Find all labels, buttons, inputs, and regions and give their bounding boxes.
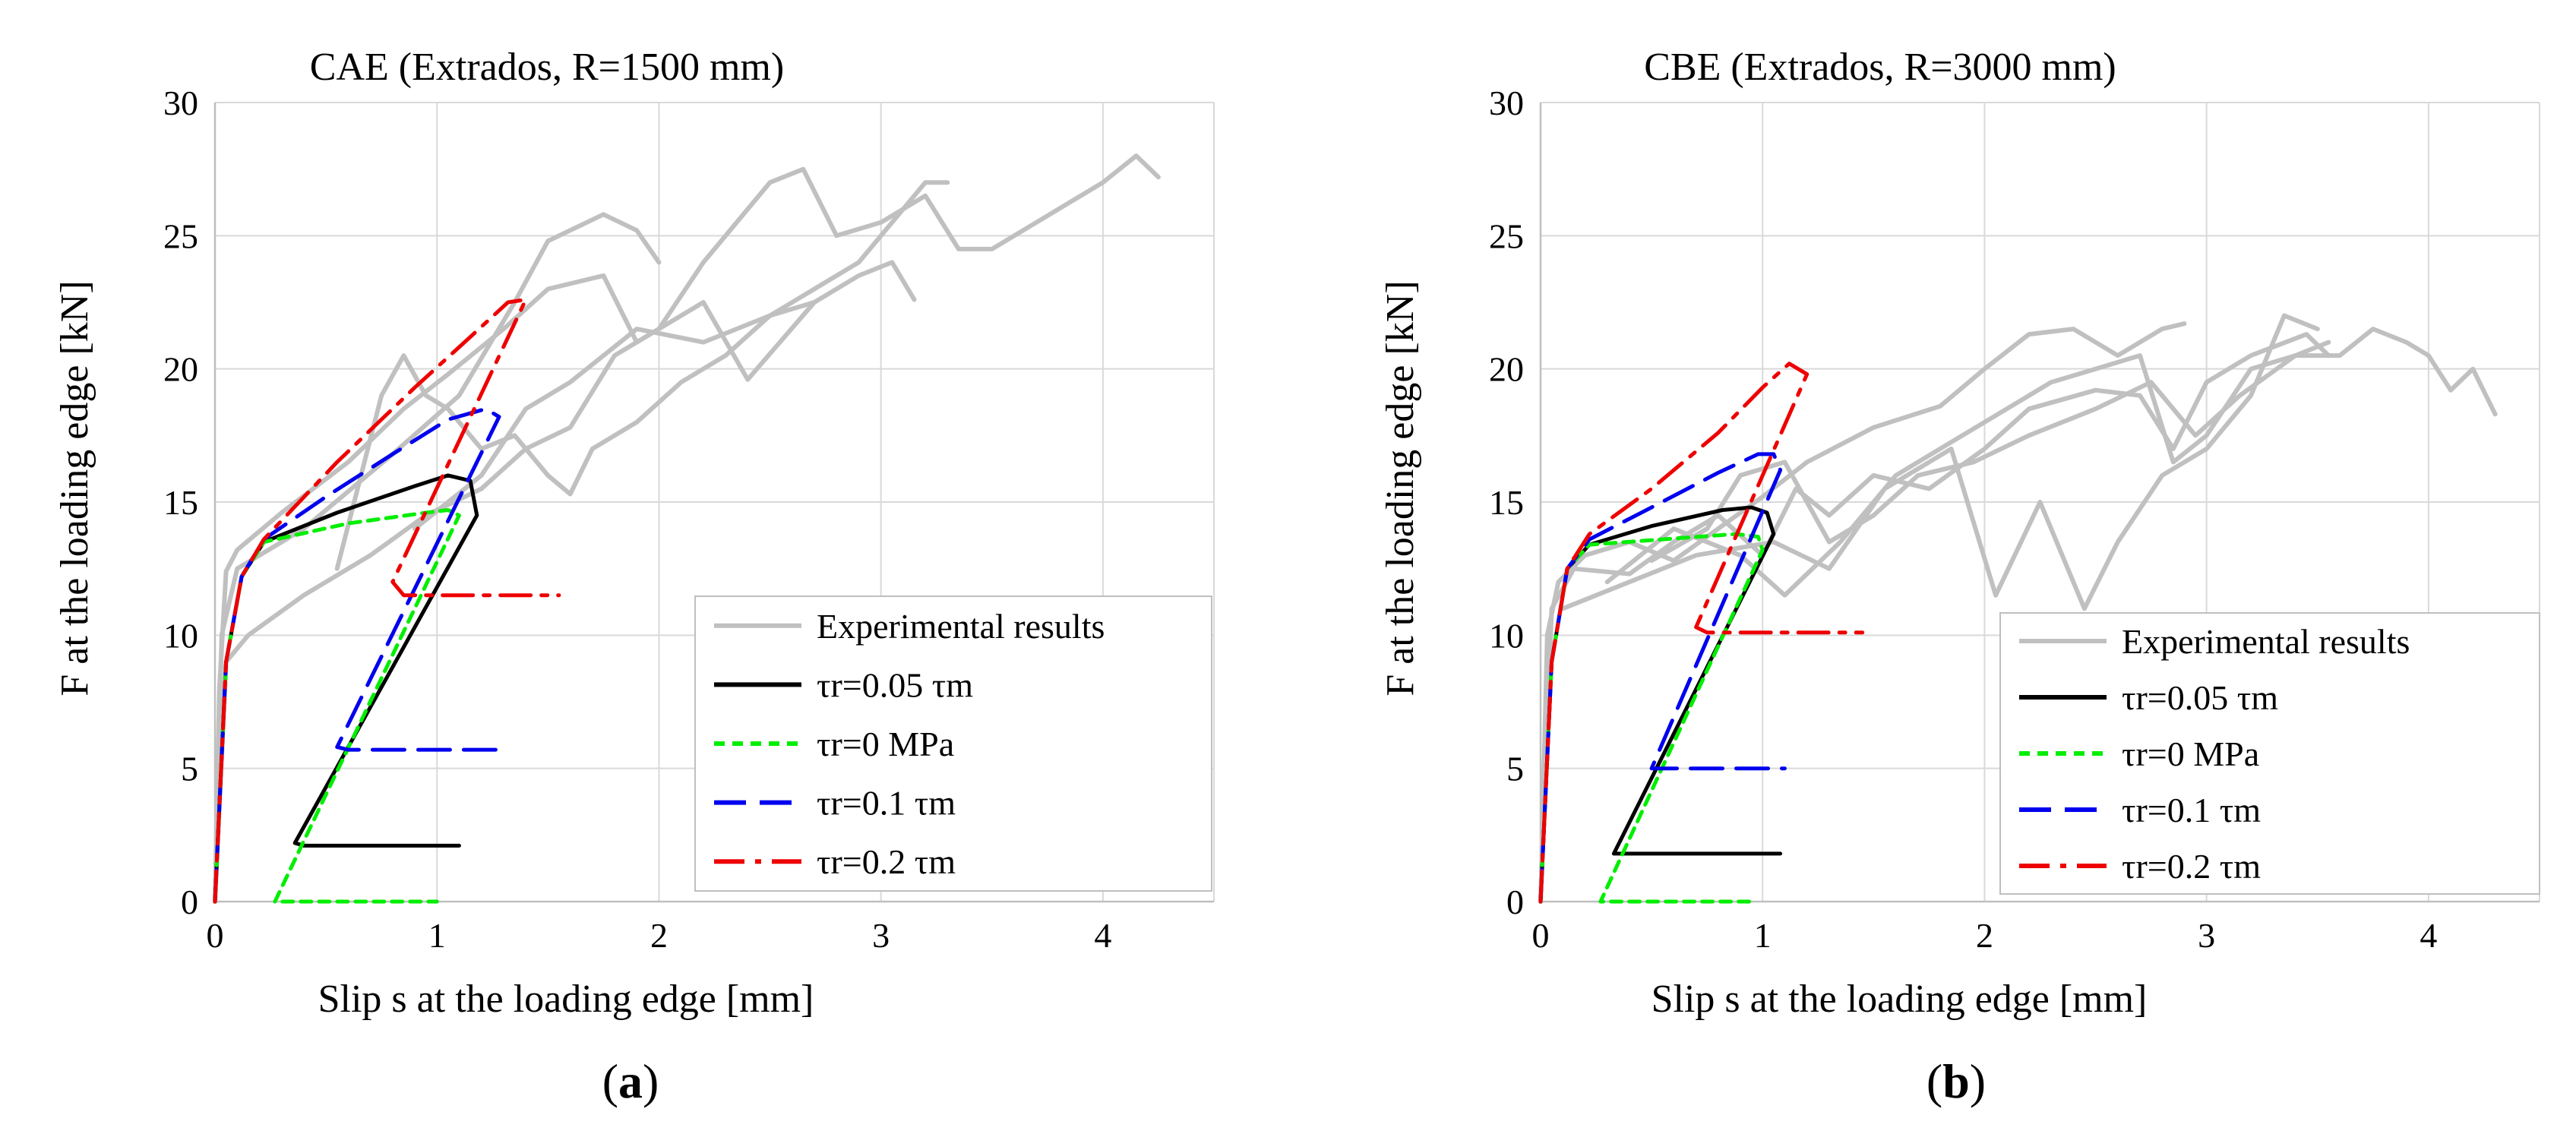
x-tick-label: 0 <box>207 916 224 955</box>
legend-label: τr=0 MPa <box>2122 734 2259 773</box>
x-tick-label: 1 <box>1754 916 1772 955</box>
plot-lines <box>213 153 1161 904</box>
legend-label: τr=0.2 τm <box>817 842 956 881</box>
plot-lines <box>1538 313 2498 904</box>
y-axis-label: F at the loading edge [kN] <box>1379 280 1422 696</box>
caption-letter: a <box>618 1054 643 1108</box>
legend-box <box>1999 612 2540 895</box>
legend-label: Experimental results <box>2122 622 2410 661</box>
y-tick-label: 30 <box>1489 84 1524 122</box>
x-tick-label: 1 <box>428 916 446 955</box>
legend-label: τr=0.05 τm <box>2122 678 2278 717</box>
experimental-curve <box>213 153 1161 904</box>
x-tick-label: 3 <box>2198 916 2215 955</box>
panel-caption: (a) <box>602 1054 659 1108</box>
experimental-curve <box>412 180 950 532</box>
caption-close-paren: ) <box>1970 1054 1986 1108</box>
tick-labels: 0 5 10 15 20 25 30 0 1 2 3 4 <box>163 84 1111 955</box>
y-tick-label: 0 <box>1506 883 1524 921</box>
caption-open-paren: ( <box>602 1054 618 1108</box>
y-tick-label: 10 <box>1489 616 1524 655</box>
x-tick-label: 4 <box>1094 916 1111 955</box>
model-curve <box>213 406 506 904</box>
caption-close-paren: ) <box>643 1054 659 1108</box>
chart-title: CBE (Extrados, R=3000 mm) <box>1644 46 2116 89</box>
x-axis-label: Slip s at the loading edge [mm] <box>318 978 814 1021</box>
model-curve <box>1538 452 1787 904</box>
model-curve <box>1538 532 1765 904</box>
experimental-curve <box>1538 332 2331 904</box>
x-tick-label: 2 <box>1976 916 1993 955</box>
experimental-curve <box>334 300 817 571</box>
x-tick-label: 4 <box>2420 916 2437 955</box>
chart-panel-a: CAE (Extrados, R=1500 mm) 0 5 10 15 20 25 30 0 1… <box>53 46 1215 1108</box>
chart-title: CAE (Extrados, R=1500 mm) <box>310 46 784 89</box>
y-tick-label: 5 <box>181 750 198 788</box>
experimental-curve <box>1560 313 2320 611</box>
y-tick-label: 5 <box>1506 750 1524 788</box>
legend-box <box>694 595 1212 892</box>
y-tick-label: 15 <box>163 483 198 522</box>
legend-label: τr=0.2 τm <box>2122 847 2261 886</box>
legend: Experimental results τr=0.05 τm τr=0 MPa τr… <box>694 595 1212 892</box>
y-tick-label: 25 <box>1489 216 1524 255</box>
legend-label: τr=0.05 τm <box>817 665 973 704</box>
y-tick-label: 20 <box>1489 350 1524 389</box>
x-axis-label: Slip s at the loading edge [mm] <box>1651 978 2148 1021</box>
caption-letter: b <box>1942 1054 1970 1108</box>
legend-label: Experimental results <box>817 607 1105 646</box>
y-tick-label: 20 <box>163 350 198 389</box>
y-axis-label: F at the loading edge [kN] <box>53 280 96 696</box>
y-tick-label: 0 <box>181 883 198 921</box>
y-tick-label: 15 <box>1489 483 1524 522</box>
x-tick-label: 2 <box>650 916 668 955</box>
legend-label: τr=0.1 τm <box>2122 791 2261 829</box>
legend: Experimental results τr=0.05 τm τr=0 MPa τr… <box>1999 612 2540 895</box>
x-tick-label: 3 <box>872 916 890 955</box>
experimental-curve <box>1538 321 2187 904</box>
experimental-curve <box>1604 327 2498 598</box>
experimental-curve <box>213 260 917 904</box>
model-curve <box>1538 362 1865 904</box>
y-tick-label: 25 <box>163 216 198 255</box>
model-curve <box>213 298 561 904</box>
x-tick-label: 0 <box>1532 916 1550 955</box>
panel-caption: (b) <box>1926 1054 1986 1108</box>
legend-label: τr=0 MPa <box>817 725 954 763</box>
chart-panel-b: CBE (Extrados, R=3000 mm) 0 5 10 15 20 25 30 0 1… <box>1379 46 2540 1108</box>
y-tick-label: 30 <box>163 84 198 122</box>
experimental-curve <box>213 212 662 904</box>
legend-label: τr=0.1 τm <box>817 784 956 823</box>
y-tick-label: 10 <box>163 616 198 655</box>
caption-open-paren: ( <box>1926 1054 1942 1108</box>
tick-labels: 0 5 10 15 20 25 30 0 1 2 3 4 <box>1489 84 2437 955</box>
experimental-curve <box>1649 340 2331 564</box>
